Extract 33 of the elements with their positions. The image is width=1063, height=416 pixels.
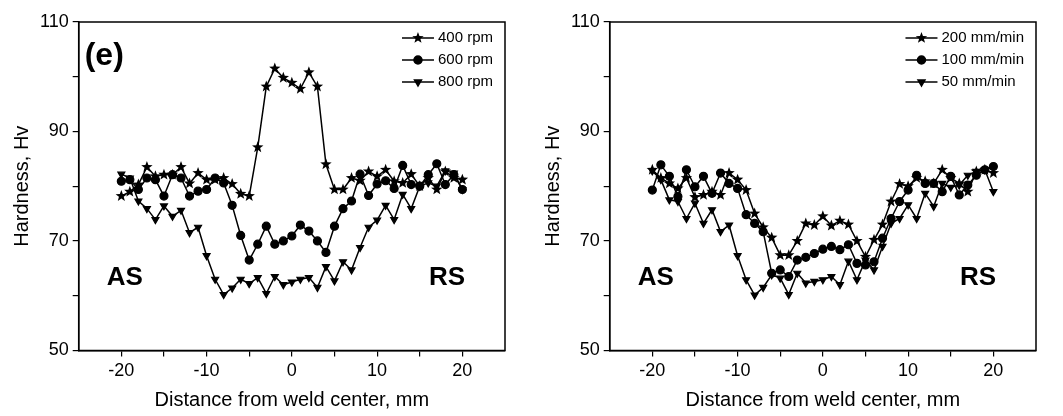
- annotation: AS: [637, 260, 674, 291]
- x-axis-title: Distance from weld center, mm: [154, 387, 430, 410]
- annotation: RS: [959, 260, 996, 291]
- annotation: RS: [428, 260, 465, 291]
- legend-label: 400 rpm: [437, 28, 493, 46]
- x-tick-label: 0: [286, 360, 297, 381]
- y-tick-label: 110: [570, 10, 600, 31]
- y-tick-label: 70: [579, 229, 600, 250]
- legend-label: 800 rpm: [437, 72, 493, 90]
- annotation: AS: [106, 260, 143, 291]
- x-tick-label: 0: [817, 360, 828, 381]
- annotation: (e): [84, 35, 124, 72]
- legend-label: 100 mm/min: [941, 50, 1025, 68]
- legend-label: 600 rpm: [437, 50, 493, 68]
- x-tick-label: 10: [367, 360, 388, 381]
- y-tick-label: 90: [48, 120, 69, 141]
- x-tick-label: -20: [639, 360, 666, 381]
- legend-label: 50 mm/min: [941, 72, 1016, 90]
- x-tick-label: -20: [108, 360, 135, 381]
- x-tick-label: -10: [724, 360, 751, 381]
- legend-label: 200 mm/min: [941, 28, 1025, 46]
- y-tick-label: 70: [48, 229, 69, 250]
- y-axis-title: Hardness, Hv: [9, 125, 32, 247]
- y-tick-label: 90: [579, 120, 600, 141]
- y-tick-label: 50: [579, 339, 600, 360]
- x-tick-label: 10: [898, 360, 919, 381]
- y-tick-label: 110: [39, 10, 69, 31]
- x-tick-label: 20: [452, 360, 473, 381]
- x-tick-label: -10: [193, 360, 220, 381]
- x-axis-title: Distance from weld center, mm: [685, 387, 961, 410]
- x-tick-label: 20: [983, 360, 1004, 381]
- y-axis-title: Hardness, Hv: [540, 125, 563, 247]
- y-tick-label: 50: [48, 339, 69, 360]
